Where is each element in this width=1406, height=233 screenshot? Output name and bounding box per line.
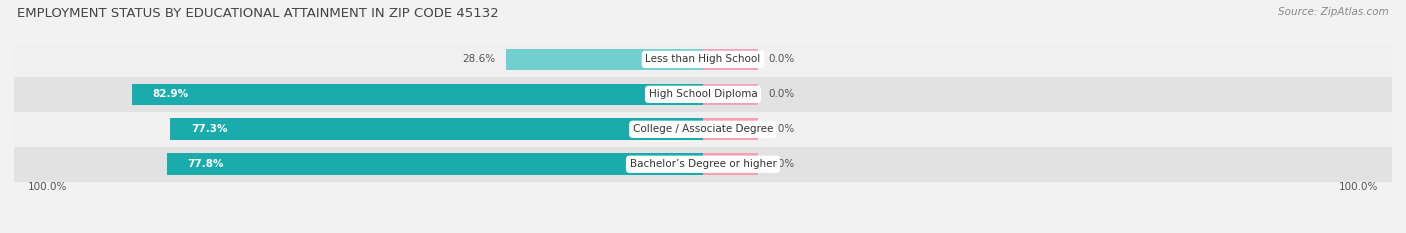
Text: 0.0%: 0.0% — [769, 89, 794, 99]
Bar — [703, 118, 758, 140]
Text: Bachelor’s Degree or higher: Bachelor’s Degree or higher — [630, 159, 776, 169]
Bar — [506, 49, 703, 70]
Text: 100.0%: 100.0% — [28, 182, 67, 192]
Text: 0.0%: 0.0% — [769, 124, 794, 134]
Bar — [132, 83, 703, 105]
Text: 28.6%: 28.6% — [463, 55, 496, 64]
Text: Less than High School: Less than High School — [645, 55, 761, 64]
Text: College / Associate Degree: College / Associate Degree — [633, 124, 773, 134]
Bar — [703, 83, 758, 105]
Bar — [14, 77, 1392, 112]
Text: EMPLOYMENT STATUS BY EDUCATIONAL ATTAINMENT IN ZIP CODE 45132: EMPLOYMENT STATUS BY EDUCATIONAL ATTAINM… — [17, 7, 499, 20]
Bar — [14, 147, 1392, 182]
Text: Source: ZipAtlas.com: Source: ZipAtlas.com — [1278, 7, 1389, 17]
Bar — [703, 153, 758, 175]
Text: 77.8%: 77.8% — [187, 159, 224, 169]
Text: 82.9%: 82.9% — [152, 89, 188, 99]
Text: 0.0%: 0.0% — [769, 55, 794, 64]
Text: 0.0%: 0.0% — [769, 159, 794, 169]
Bar — [703, 49, 758, 70]
Bar — [170, 118, 703, 140]
Bar — [14, 42, 1392, 77]
Text: 100.0%: 100.0% — [1339, 182, 1378, 192]
Bar — [14, 112, 1392, 147]
Text: High School Diploma: High School Diploma — [648, 89, 758, 99]
Bar — [167, 153, 703, 175]
Text: 77.3%: 77.3% — [191, 124, 228, 134]
